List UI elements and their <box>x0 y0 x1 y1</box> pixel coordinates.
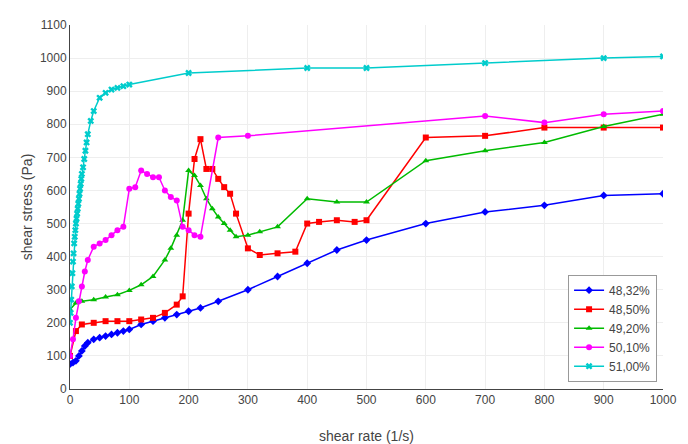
svg-text:50,10%: 50,10% <box>609 341 650 355</box>
svg-text:200: 200 <box>47 316 67 330</box>
svg-text:300: 300 <box>238 393 258 407</box>
svg-text:400: 400 <box>47 250 67 264</box>
svg-text:900: 900 <box>594 393 614 407</box>
svg-text:600: 600 <box>416 393 436 407</box>
svg-text:1000: 1000 <box>650 393 677 407</box>
svg-text:shear rate (1/s): shear rate (1/s) <box>319 428 414 444</box>
svg-text:shear stress (Pa): shear stress (Pa) <box>19 154 35 261</box>
svg-text:0: 0 <box>67 393 74 407</box>
svg-text:1000: 1000 <box>40 51 67 65</box>
svg-text:300: 300 <box>47 283 67 297</box>
svg-text:600: 600 <box>47 184 67 198</box>
svg-text:1100: 1100 <box>41 18 67 32</box>
svg-text:800: 800 <box>534 393 554 407</box>
svg-text:49,20%: 49,20% <box>609 322 650 336</box>
svg-text:800: 800 <box>47 117 67 131</box>
svg-text:500: 500 <box>47 217 67 231</box>
svg-text:400: 400 <box>297 393 317 407</box>
svg-text:48,32%: 48,32% <box>609 284 650 298</box>
svg-text:100: 100 <box>119 393 139 407</box>
svg-text:51,00%: 51,00% <box>609 360 650 374</box>
svg-text:48,50%: 48,50% <box>609 303 650 317</box>
svg-text:0: 0 <box>60 382 67 396</box>
svg-text:500: 500 <box>356 393 376 407</box>
svg-text:700: 700 <box>47 151 67 165</box>
svg-text:100: 100 <box>47 349 67 363</box>
svg-text:200: 200 <box>179 393 199 407</box>
svg-text:700: 700 <box>475 393 495 407</box>
svg-text:900: 900 <box>47 84 67 98</box>
